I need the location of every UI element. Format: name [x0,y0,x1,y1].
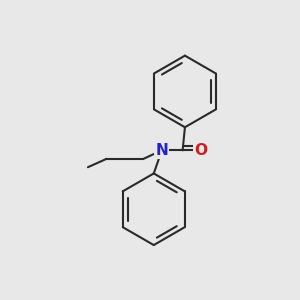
Text: N: N [155,143,168,158]
Text: O: O [195,143,208,158]
